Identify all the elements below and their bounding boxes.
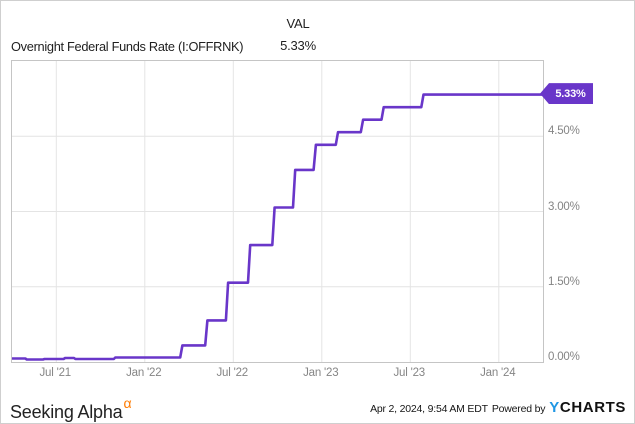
val-column-header: VAL (286, 16, 310, 31)
ycharts-y-glyph: Y (549, 399, 560, 416)
x-tick-label: Jul '22 (216, 367, 249, 379)
y-tick-label: 4.50% (548, 125, 580, 138)
val-current-value: 5.33% (280, 38, 316, 53)
alpha-symbol: α (123, 395, 132, 411)
x-tick-label: Jul '23 (393, 367, 426, 379)
ycharts-wordmark: CHARTS (559, 399, 626, 416)
x-tick-label: Jan '24 (480, 367, 516, 379)
last-value-badge-text: 5.33% (555, 87, 586, 100)
ycharts-logo[interactable]: YCHARTS (549, 399, 626, 416)
seeking-alpha-wordmark: Seeking Alpha (10, 402, 123, 422)
attribution: Apr 2, 2024, 9:54 AM EDT Powered by YCHA… (370, 399, 626, 416)
y-tick-label: 3.00% (548, 200, 580, 213)
y-tick-label: 0.00% (548, 351, 580, 363)
timestamp: Apr 2, 2024, 9:54 AM EDT (370, 403, 488, 415)
val-column: VAL 5.33% (264, 1, 332, 53)
y-tick-label: 1.50% (548, 275, 580, 288)
x-tick-label: Jul '21 (39, 367, 72, 379)
x-tick-label: Jan '22 (126, 367, 162, 379)
plot-area (11, 60, 544, 363)
series-title: Overnight Federal Funds Rate (I:OFFRNK) (11, 39, 244, 54)
seeking-alpha-logo[interactable]: Seeking Alphaα (10, 395, 132, 423)
line-chart-svg (12, 61, 543, 362)
x-tick-label: Jan '23 (303, 367, 339, 379)
last-value-badge: 5.33% (540, 83, 593, 105)
powered-by-label: Powered by (491, 403, 546, 415)
